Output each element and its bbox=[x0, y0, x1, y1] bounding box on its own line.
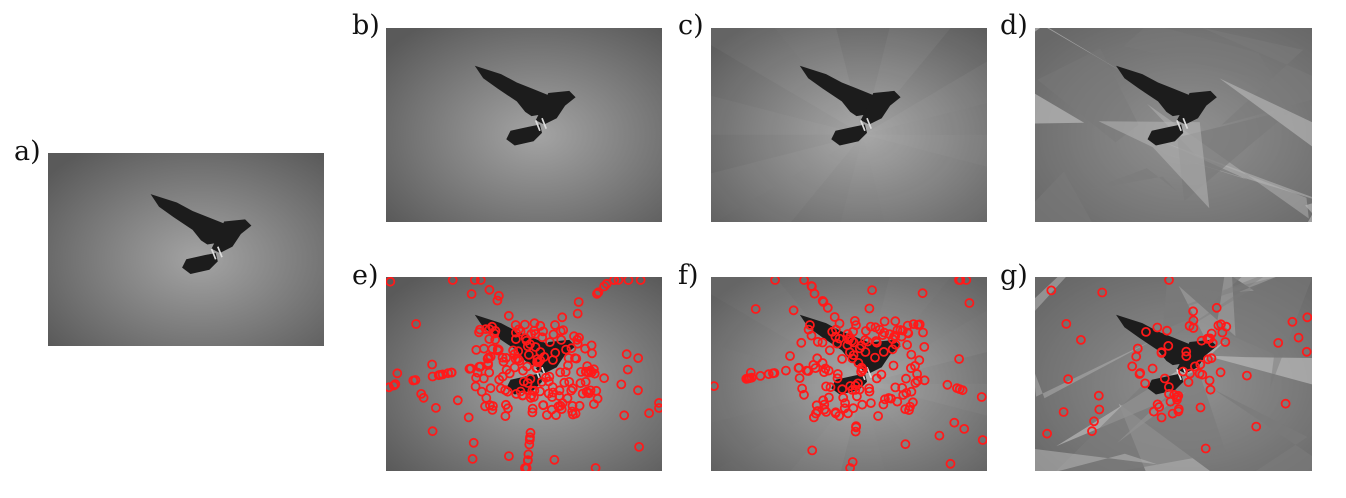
panel-label-b: b) bbox=[352, 10, 380, 41]
panel-svg-d bbox=[1035, 28, 1312, 222]
panel-svg-e bbox=[386, 277, 662, 471]
panel-svg-f bbox=[711, 277, 987, 471]
panel-label-g: g) bbox=[1000, 260, 1028, 291]
bird-wing bbox=[150, 194, 239, 245]
panel-svg-c bbox=[711, 28, 987, 222]
panel-image-d bbox=[1035, 28, 1312, 222]
bird-body bbox=[1176, 90, 1217, 125]
keypoint-markers bbox=[1042, 277, 1312, 454]
panel-label-c: c) bbox=[678, 10, 704, 41]
keypoint-markers bbox=[386, 277, 662, 471]
bird-tail bbox=[182, 252, 218, 274]
panel-image-g bbox=[1035, 277, 1312, 471]
bird-body bbox=[535, 90, 576, 125]
panel-svg-b bbox=[386, 28, 662, 222]
panel-svg-a bbox=[48, 153, 324, 346]
bird-body bbox=[860, 339, 901, 374]
panel-background bbox=[386, 28, 662, 222]
panel-label-a: a) bbox=[14, 136, 41, 167]
panel-background bbox=[711, 28, 987, 222]
panel-label-d: d) bbox=[1000, 10, 1028, 41]
bird-tail bbox=[506, 124, 542, 146]
bird-body bbox=[211, 219, 252, 253]
panel-image-f bbox=[711, 277, 987, 471]
panel-image-a bbox=[48, 153, 324, 346]
panel-label-f: f) bbox=[678, 260, 699, 291]
bird-wing bbox=[1116, 65, 1205, 117]
panel-image-e bbox=[386, 277, 662, 471]
bird-wing bbox=[799, 65, 888, 117]
panel-background bbox=[48, 153, 324, 346]
panel-label-e: e) bbox=[352, 260, 379, 291]
bird-tail bbox=[1147, 124, 1184, 146]
bird-tail bbox=[831, 124, 867, 146]
panel-image-c bbox=[711, 28, 987, 222]
bird-wing bbox=[474, 65, 563, 117]
panel-image-b bbox=[386, 28, 662, 222]
keypoint-markers bbox=[711, 277, 987, 471]
panel-svg-g bbox=[1035, 277, 1312, 471]
bird-body bbox=[860, 90, 901, 125]
